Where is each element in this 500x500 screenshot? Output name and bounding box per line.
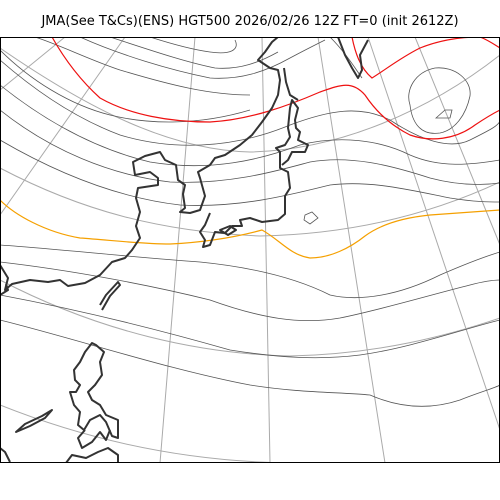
contour-line (0, 244, 500, 299)
coastline (283, 67, 299, 101)
contour-line (0, 261, 500, 322)
meridian-line (0, 37, 126, 216)
contour-line (0, 109, 500, 185)
contour-line (0, 59, 500, 146)
island-outline (303, 211, 319, 225)
map-border (0, 37, 500, 463)
contour-line (0, 319, 500, 407)
graticule (0, 37, 500, 463)
contour-red (51, 37, 500, 140)
parallel-line (0, 47, 500, 153)
contour-line (34, 37, 251, 96)
meridian-line (317, 37, 386, 463)
coastline (337, 37, 369, 79)
coastline (0, 447, 11, 463)
map-title: JMA(See T&Cs)(ENS) HGT500 2026/02/26 12Z… (41, 14, 459, 29)
meridian-line (0, 37, 66, 91)
meridian-line (414, 37, 500, 246)
coastline (219, 225, 237, 236)
coastline (0, 283, 9, 296)
map-panel (0, 37, 500, 463)
coastlines (0, 37, 369, 463)
contour-red (351, 37, 500, 79)
coastline (15, 409, 53, 433)
contour-line (149, 37, 237, 54)
meridian-line (261, 37, 271, 463)
height-contours (0, 37, 500, 407)
contour-line (79, 37, 326, 79)
coastline (65, 447, 119, 463)
parallel-line (0, 404, 500, 463)
meridian-line (159, 37, 196, 463)
coastline (0, 37, 281, 291)
contour-orange (0, 199, 500, 259)
parallel-line (0, 279, 500, 357)
contour-line (0, 139, 500, 206)
contour-line (0, 49, 251, 123)
parallel-line (0, 167, 500, 237)
contour-line (408, 67, 471, 134)
map-canvas (0, 37, 500, 463)
meridian-line (367, 37, 500, 431)
coastline (69, 342, 119, 439)
coastline (77, 429, 111, 449)
contour-line (434, 109, 453, 119)
coastline (199, 99, 309, 248)
contour-line (0, 84, 500, 167)
coastline (99, 281, 121, 311)
contour-line (0, 294, 500, 359)
